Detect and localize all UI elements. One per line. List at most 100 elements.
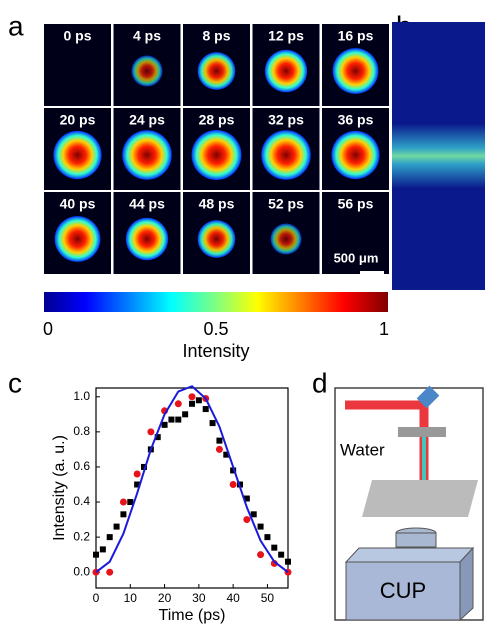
camera-front bbox=[345, 561, 461, 621]
data-point bbox=[257, 523, 264, 530]
frame-label: 24 ps bbox=[129, 112, 165, 128]
spot bbox=[122, 130, 172, 180]
data-point bbox=[209, 420, 216, 427]
lens-body bbox=[395, 532, 437, 548]
data-point bbox=[285, 558, 291, 565]
data-point bbox=[195, 397, 202, 404]
data-point bbox=[141, 463, 147, 470]
frame-label: 48 ps bbox=[199, 196, 235, 212]
frame-label: 40 ps bbox=[60, 196, 96, 212]
data-point bbox=[133, 470, 141, 478]
x-tick-label: 10 bbox=[124, 591, 138, 605]
panel-label: a bbox=[8, 10, 24, 41]
y-tick-label: 0.4 bbox=[73, 494, 90, 508]
data-point bbox=[264, 534, 271, 541]
data-point bbox=[188, 393, 196, 401]
frame-label: 52 ps bbox=[268, 196, 304, 212]
data-point bbox=[175, 416, 182, 423]
y-tick-label: 0.8 bbox=[73, 424, 90, 438]
data-point bbox=[223, 451, 230, 458]
data-point bbox=[120, 511, 127, 518]
frame-label: 44 ps bbox=[129, 196, 165, 212]
colorbar-tick-label: 1 bbox=[379, 319, 389, 339]
data-point bbox=[202, 406, 209, 413]
camera-top bbox=[344, 547, 475, 563]
frame-label: 12 ps bbox=[268, 28, 304, 44]
spot bbox=[331, 130, 380, 180]
spot bbox=[131, 55, 163, 87]
streak-image bbox=[392, 22, 485, 290]
frame-label: 8 ps bbox=[202, 28, 230, 44]
y-tick-label: 0.0 bbox=[73, 564, 90, 578]
mirror bbox=[416, 385, 440, 409]
data-point bbox=[229, 480, 237, 488]
colorbar-label: Intensity bbox=[182, 341, 249, 361]
frame-label: 16 ps bbox=[338, 28, 374, 44]
x-tick-label: 20 bbox=[158, 591, 172, 605]
data-point bbox=[174, 400, 182, 408]
colorbar bbox=[44, 292, 388, 312]
data-point bbox=[278, 551, 285, 558]
data-point bbox=[189, 400, 195, 407]
data-point bbox=[134, 481, 141, 488]
scale-bar-label: 500 μm bbox=[334, 250, 379, 265]
frame-label: 20 ps bbox=[60, 112, 96, 128]
frame-label: 32 ps bbox=[268, 112, 304, 128]
spot bbox=[261, 130, 311, 180]
data-point bbox=[161, 421, 168, 428]
frame-label: 36 ps bbox=[338, 112, 374, 128]
data-point bbox=[215, 445, 223, 453]
data-point bbox=[271, 544, 278, 551]
frame-label: 56 ps bbox=[338, 196, 374, 212]
frame bbox=[322, 192, 389, 274]
spot bbox=[197, 52, 236, 90]
spot bbox=[125, 217, 169, 261]
data-point bbox=[99, 546, 106, 553]
spot bbox=[264, 49, 308, 93]
spot bbox=[53, 130, 102, 180]
frame bbox=[44, 24, 111, 106]
x-tick-label: 50 bbox=[261, 591, 275, 605]
spot bbox=[270, 223, 302, 255]
data-point bbox=[168, 416, 175, 423]
data-point bbox=[119, 498, 127, 506]
scale-bar bbox=[360, 271, 384, 275]
fit-line bbox=[95, 385, 289, 574]
y-tick-label: 0.6 bbox=[73, 459, 90, 473]
spot bbox=[197, 220, 236, 258]
frame-label: 28 ps bbox=[199, 112, 235, 128]
panel-label: c bbox=[8, 367, 22, 398]
spot bbox=[332, 48, 379, 94]
colorbar-tick-label: 0.5 bbox=[203, 319, 228, 339]
colorbar-tick-label: 0 bbox=[43, 319, 53, 339]
plot-frame bbox=[95, 387, 289, 589]
frame-label: 4 ps bbox=[133, 28, 161, 44]
y-tick-label: 0.2 bbox=[73, 529, 90, 543]
y-tick-label: 1.0 bbox=[73, 389, 90, 403]
data-point bbox=[154, 434, 161, 441]
data-point bbox=[106, 568, 114, 576]
panel-label: d bbox=[312, 367, 328, 398]
data-point bbox=[243, 516, 251, 524]
data-point bbox=[257, 551, 265, 559]
x-tick-label: 40 bbox=[226, 591, 240, 605]
data-point bbox=[182, 411, 189, 418]
x-tick-label: 30 bbox=[192, 591, 206, 605]
data-point bbox=[113, 523, 120, 530]
data-point bbox=[270, 559, 278, 567]
data-point bbox=[250, 511, 257, 518]
data-point bbox=[230, 467, 237, 474]
data-point bbox=[93, 551, 99, 558]
data-point bbox=[243, 495, 250, 502]
water-label: Water bbox=[340, 440, 385, 459]
x-tick-label: 0 bbox=[93, 591, 100, 605]
y-axis-label: Intensity (a. u.) bbox=[51, 435, 68, 541]
data-point bbox=[127, 499, 134, 506]
data-point bbox=[147, 428, 155, 436]
data-point bbox=[216, 437, 223, 444]
spot bbox=[54, 216, 101, 262]
frame-label: 0 ps bbox=[63, 28, 91, 44]
plate bbox=[398, 427, 446, 437]
data-point bbox=[106, 534, 113, 541]
